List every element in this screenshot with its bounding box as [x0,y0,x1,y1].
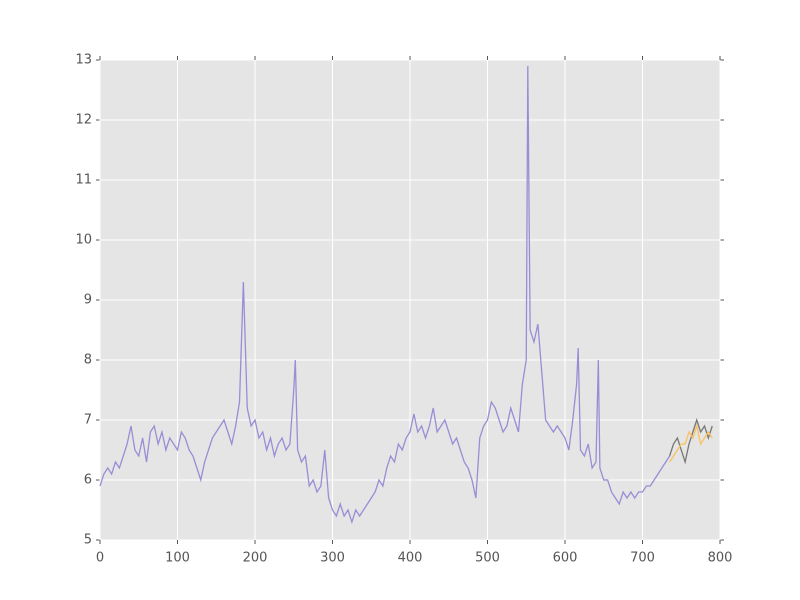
y-tick-label: 5 [84,533,92,548]
y-tick-label: 8 [84,353,92,368]
y-tick-label: 10 [75,233,92,248]
x-tick-label: 300 [320,551,345,566]
y-tick-label: 12 [75,113,92,128]
x-tick-label: 100 [165,551,190,566]
line-series [669,417,713,465]
x-tick-label: 0 [96,551,104,566]
x-tick-label: 700 [630,551,655,566]
y-tick-label: 6 [84,473,92,488]
x-tick-label: 400 [398,551,423,566]
line-series [99,65,671,525]
x-tick-label: 500 [475,551,500,566]
y-tick-label: 9 [84,293,92,308]
y-tick-label: 13 [75,53,92,68]
x-tick-label: 800 [708,551,733,566]
x-tick-label: 600 [553,551,578,566]
x-tick-label: 200 [243,551,268,566]
y-tick-label: 11 [75,173,92,188]
y-tick-label: 7 [84,413,92,428]
line-series [669,423,713,463]
